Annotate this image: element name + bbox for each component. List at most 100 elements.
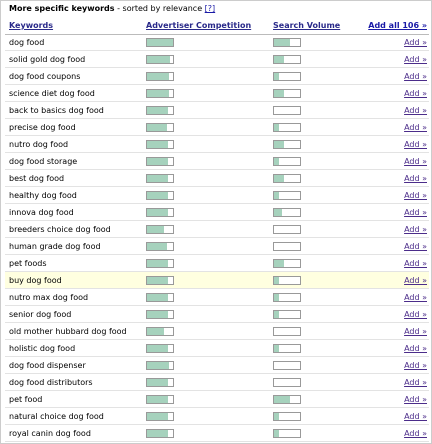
add-link[interactable]: Add » — [404, 310, 427, 319]
bar-fill — [147, 124, 167, 131]
bar-track — [273, 106, 301, 115]
add-link[interactable]: Add » — [404, 55, 427, 64]
keyword-row: dog food dispenser Add » — [5, 357, 429, 374]
add-link[interactable]: Add » — [404, 344, 427, 353]
bar-track — [146, 225, 174, 234]
keyword: nutro max dog food — [9, 293, 89, 302]
keyword: pet food — [9, 395, 43, 404]
header: More specific keywords - sorted by relev… — [9, 4, 215, 13]
keyword-row: breeders choice dog food Add » — [5, 221, 429, 238]
keyword-row: dog food coupons Add » — [5, 68, 429, 85]
add-all-link[interactable]: Add all 106 » — [368, 21, 427, 30]
bar-fill — [274, 56, 285, 63]
bar-track — [146, 293, 174, 302]
bar-track — [146, 174, 174, 183]
bar-track — [273, 412, 301, 421]
bar-track — [273, 140, 301, 149]
bar-track — [273, 208, 301, 217]
keyword-row: senior dog food Add » — [5, 306, 429, 323]
add-link[interactable]: Add » — [404, 38, 427, 47]
bar-fill — [147, 243, 167, 250]
bar-track — [273, 429, 301, 438]
add-link[interactable]: Add » — [404, 140, 427, 149]
bar-track — [273, 225, 301, 234]
bar-fill — [274, 192, 280, 199]
bar-fill — [147, 209, 168, 216]
column-header[interactable]: Keywords — [9, 21, 54, 30]
bar-track — [273, 89, 301, 98]
add-link[interactable]: Add » — [404, 327, 427, 336]
add-link[interactable]: Add » — [404, 412, 427, 421]
bar-fill — [274, 90, 285, 97]
add-link[interactable]: Add » — [404, 72, 427, 81]
add-link[interactable]: Add » — [404, 157, 427, 166]
bar-track — [146, 38, 174, 47]
bar-fill — [147, 90, 170, 97]
keyword: royal canin dog food — [9, 429, 91, 438]
bar-fill — [147, 56, 171, 63]
column-header[interactable]: Search Volume — [273, 21, 341, 30]
bar-fill — [274, 39, 290, 46]
keyword-row: pet foods Add » — [5, 255, 429, 272]
add-link[interactable]: Add » — [404, 378, 427, 387]
bar-fill — [274, 175, 285, 182]
add-link[interactable]: Add » — [404, 174, 427, 183]
bar-track — [146, 429, 174, 438]
keyword: pet foods — [9, 259, 47, 268]
keyword-row: nutro max dog food Add » — [5, 289, 429, 306]
bar-fill — [147, 311, 168, 318]
add-link[interactable]: Add » — [404, 293, 427, 302]
bar-track — [273, 293, 301, 302]
add-link[interactable]: Add » — [404, 242, 427, 251]
bar-fill — [274, 294, 280, 301]
bar-fill — [147, 328, 164, 335]
keyword-row: old mother hubbard dog food Add » — [5, 323, 429, 340]
bar-fill — [274, 430, 280, 437]
bar-fill — [274, 141, 285, 148]
keyword-row: precise dog food Add » — [5, 119, 429, 136]
bar-fill — [147, 141, 168, 148]
bar-track — [146, 344, 174, 353]
bar-fill — [147, 107, 168, 114]
add-link[interactable]: Add » — [404, 106, 427, 115]
add-link[interactable]: Add » — [404, 259, 427, 268]
keyword: dog food — [9, 38, 45, 47]
title: More specific keywords — [9, 4, 115, 13]
keyword-row: holistic dog food Add » — [5, 340, 429, 357]
bar-fill — [147, 226, 164, 233]
help-link[interactable]: [?] — [204, 4, 216, 13]
keyword: dog food distributors — [9, 378, 93, 387]
bar-fill — [147, 39, 173, 46]
bar-fill — [147, 294, 168, 301]
keyword-row: healthy dog food Add » — [5, 187, 429, 204]
add-link[interactable]: Add » — [404, 276, 427, 285]
keyword-row: dog food Add » — [5, 34, 429, 51]
add-link[interactable]: Add » — [404, 123, 427, 132]
add-link[interactable]: Add » — [404, 429, 427, 438]
keyword: senior dog food — [9, 310, 72, 319]
bar-fill — [147, 362, 170, 369]
bar-track — [146, 412, 174, 421]
keyword-row: innova dog food Add » — [5, 204, 429, 221]
bar-fill — [274, 158, 280, 165]
keyword: holistic dog food — [9, 344, 76, 353]
add-link[interactable]: Add » — [404, 89, 427, 98]
add-link[interactable]: Add » — [404, 395, 427, 404]
bar-track — [273, 378, 301, 387]
add-link[interactable]: Add » — [404, 191, 427, 200]
add-link[interactable]: Add » — [404, 208, 427, 217]
add-link[interactable]: Add » — [404, 361, 427, 370]
keyword: buy dog food — [9, 276, 62, 285]
bar-fill — [274, 396, 290, 403]
column-header-row: Keywords Advertiser Competition Search Vol… — [5, 18, 429, 35]
keyword: human grade dog food — [9, 242, 101, 251]
add-link[interactable]: Add » — [404, 225, 427, 234]
bar-fill — [147, 413, 168, 420]
bar-track — [146, 89, 174, 98]
column-header[interactable]: Advertiser Competition — [146, 21, 252, 30]
bar-fill — [147, 396, 168, 403]
bar-track — [273, 310, 301, 319]
bar-fill — [274, 345, 280, 352]
keyword-row: royal canin dog food Add » — [5, 425, 429, 442]
